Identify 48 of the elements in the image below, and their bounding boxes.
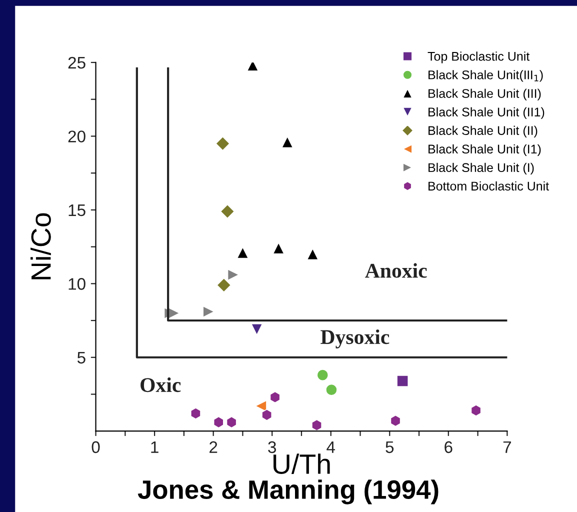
point — [306, 248, 319, 260]
point — [316, 369, 329, 382]
x-axis-title: U/Th — [274, 454, 330, 474]
y-tick-label: 20 — [68, 130, 86, 142]
x-tick-label: 7 — [503, 441, 511, 453]
legend-label: Black Shale Unit (I1) — [428, 144, 541, 156]
point — [227, 268, 240, 281]
text: Jones & Manning (1994) — [138, 480, 438, 504]
point — [190, 407, 201, 420]
point — [262, 408, 272, 421]
y-axis-title: Ni/Co — [30, 213, 51, 280]
point — [396, 374, 409, 387]
legend-label: Black Shale Unit (II) — [428, 126, 538, 138]
point — [272, 242, 285, 254]
x-tick-label: 2 — [210, 441, 218, 453]
point — [215, 136, 230, 151]
legend-label: Bottom Bioclastic Unit — [428, 181, 549, 191]
y-tick-label: 10 — [68, 278, 86, 290]
point — [216, 278, 232, 292]
point — [226, 416, 237, 428]
point — [325, 384, 338, 396]
y-tick-label: 25 — [68, 56, 86, 69]
point — [250, 323, 263, 336]
x-tick-label: 1 — [151, 441, 158, 453]
x-tick-label: 3 — [268, 441, 276, 454]
y-tick-label: 15 — [68, 204, 86, 216]
point — [213, 416, 224, 428]
y-tick-label: 5 — [77, 352, 86, 364]
point — [470, 404, 482, 416]
point — [220, 204, 235, 219]
legend-label: Black Shale Unit(III$_{1}$) — [428, 70, 543, 82]
legend-label: Black Shale Unit (II1) — [428, 107, 544, 119]
x-tick-label: 0 — [92, 441, 100, 454]
point — [270, 391, 280, 404]
point — [312, 419, 322, 432]
x-tick-label: 4 — [326, 441, 336, 453]
point — [236, 246, 249, 259]
x-tick-label: 6 — [444, 441, 452, 454]
point — [202, 306, 215, 318]
annotation: Dysoxic — [320, 329, 390, 348]
point — [390, 414, 401, 427]
x-tick-label: 5 — [386, 441, 394, 454]
legend-label: Black Shale Unit (I) — [428, 162, 534, 175]
annotation: Oxic — [140, 377, 181, 392]
legend-label: Top Bioclastic Unit — [428, 52, 530, 64]
annotation: Anoxic — [365, 263, 427, 278]
point — [281, 136, 294, 148]
legend-label: Black Shale Unit (III) — [428, 88, 541, 100]
